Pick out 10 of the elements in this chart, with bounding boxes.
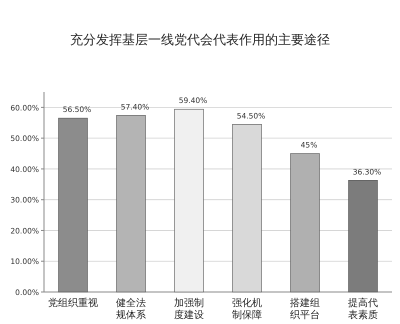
chart-title: 充分发挥基层一线党代会代表作用的主要途径 [70,32,330,48]
bar [290,153,320,292]
bar [174,108,204,292]
bar [116,115,146,292]
x-tick-label: 健全法规体系 [116,297,146,321]
x-tick-label: 强化机制保障 [232,297,262,321]
x-tick-label: 提高代表素质 [348,297,378,321]
x-tick-label: 加强制度建设 [174,297,204,321]
x-tick-label: 搭建组织平台 [290,297,320,321]
x-tick-label: 党组织重视 [48,297,98,309]
